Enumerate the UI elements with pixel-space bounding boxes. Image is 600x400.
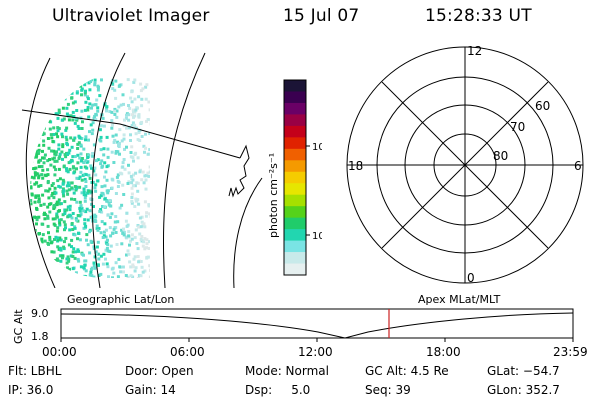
colorbar-cell — [284, 217, 306, 230]
meridian-line — [91, 52, 126, 288]
seq-status: Seq: 39 — [365, 383, 411, 397]
mode-status: Mode: Normal — [245, 364, 329, 378]
colorbar-cell — [284, 183, 306, 196]
colorbar-unit-label: photon cm⁻²s⁻¹ — [267, 153, 280, 238]
colorbar-cell — [284, 171, 306, 184]
colorbar-cell — [284, 263, 306, 276]
y-tick-9: 9.0 — [31, 307, 49, 320]
colorbar-cell — [284, 206, 306, 219]
clock-label-18: 18 — [348, 159, 363, 173]
gain-status: Gain: 14 — [125, 383, 176, 397]
uv-image-panel — [21, 52, 263, 288]
polar-plot: 12 18 6 0 60 70 80 — [346, 45, 584, 285]
lat-label-60: 60 — [535, 99, 550, 113]
clock-label-6: 6 — [574, 159, 582, 173]
coastline — [228, 144, 250, 198]
meridian-line — [25, 57, 56, 288]
colorbar-cell — [284, 91, 306, 104]
uv-emission-image — [29, 78, 150, 278]
time-label: 15:28:33 UT — [425, 6, 532, 26]
polar-diagonal — [381, 81, 549, 249]
colorbar-scale — [284, 80, 306, 276]
timeline-frame — [60, 308, 574, 339]
geographic-label: Geographic Lat/Lon — [67, 293, 174, 306]
glat-status: GLat: −54.7 — [487, 364, 560, 378]
colorbar-tick-100: 100 — [312, 142, 322, 153]
date-label: 15 Jul 07 — [283, 6, 360, 26]
lat-label-70: 70 — [510, 120, 525, 134]
colorbar-cell — [284, 80, 306, 92]
x-tick-12-00: 12:00 — [298, 345, 333, 359]
colorbar-cell — [284, 194, 306, 207]
colorbar: 100 10 photon cm⁻²s⁻¹ — [267, 79, 322, 276]
ip-status: IP: 36.0 — [8, 383, 54, 397]
colorbar-cell — [284, 137, 306, 150]
glon-status: GLon: 352.7 — [487, 383, 560, 397]
y-tick-1-8: 1.8 — [31, 330, 49, 343]
filter-status: Flt: LBHL — [8, 364, 62, 378]
x-tick-23-59: 23:59 — [553, 345, 588, 359]
latitude-line — [21, 109, 241, 159]
colorbar-cell — [284, 229, 306, 242]
lat-label-80: 80 — [493, 149, 508, 163]
instrument-title: Ultraviolet Imager — [52, 6, 210, 26]
gc-alt-status: GC Alt: 4.5 Re — [365, 364, 449, 378]
colorbar-cell — [284, 240, 306, 253]
gc-alt-axis-label: GC Alt — [12, 309, 25, 344]
meridian-line — [233, 177, 263, 288]
altitude-timeline: Geographic Lat/Lon Apex MLat/MLT GC Alt … — [12, 293, 588, 359]
door-status: Door: Open — [125, 364, 194, 378]
colorbar-cell — [284, 160, 306, 173]
apex-label: Apex MLat/MLT — [418, 293, 501, 306]
colorbar-tick-10: 10 — [312, 231, 322, 242]
x-tick-06-00: 06:00 — [170, 345, 205, 359]
clock-label-0: 0 — [467, 271, 475, 285]
colorbar-cell — [284, 102, 306, 115]
colorbar-cell — [284, 125, 306, 138]
clock-label-12: 12 — [467, 45, 482, 58]
dsp-status: Dsp: 5.0 — [245, 383, 311, 397]
x-tick-00-00: 00:00 — [42, 345, 77, 359]
colorbar-cell — [284, 114, 306, 127]
x-tick-18-00: 18:00 — [426, 345, 461, 359]
colorbar-cell — [284, 148, 306, 161]
colorbar-cell — [284, 252, 306, 265]
altitude-curve — [60, 312, 574, 339]
meridian-line — [162, 52, 206, 288]
